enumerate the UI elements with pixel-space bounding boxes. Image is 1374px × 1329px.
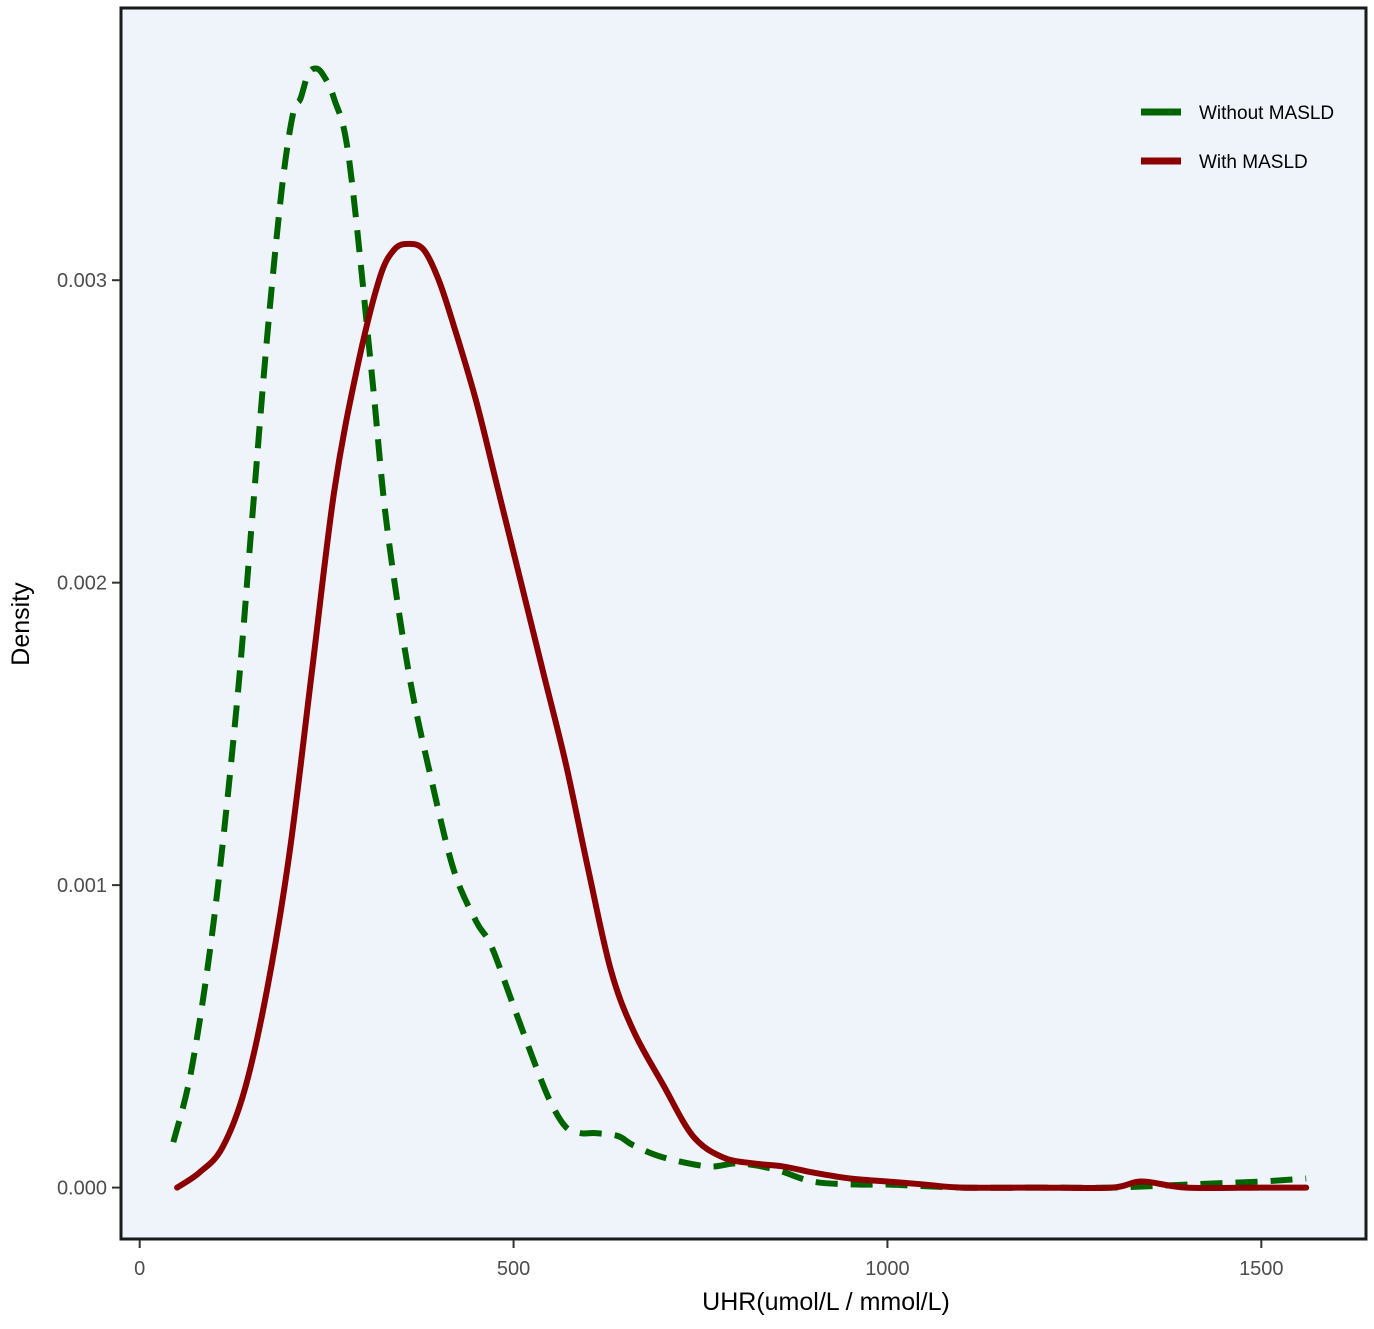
y-tick-label: 0.002: [57, 573, 107, 595]
x-tick-label: 500: [497, 1258, 530, 1280]
legend: Without MASLD With MASLD: [1141, 103, 1334, 173]
tick-labels: 0 500 1000 1500 0.000 0.001 0.002 0.003: [57, 270, 1284, 1280]
tick-marks: [112, 279, 1263, 1248]
x-axis-title: UHR(umol/L / mmol/L): [702, 1288, 950, 1316]
y-tick-label: 0.001: [57, 875, 107, 897]
series-line-without-masld: [170, 65, 1307, 1191]
plot-panel: [119, 6, 1368, 1241]
legend-label: With MASLD: [1199, 152, 1308, 173]
series-layer: [170, 65, 1310, 1192]
x-tick-label: 1500: [1239, 1258, 1284, 1280]
y-tick-label: 0.003: [57, 270, 107, 292]
y-axis-title: Density: [7, 582, 35, 666]
x-tick-label: 1000: [865, 1258, 910, 1280]
series-line-with-masld: [174, 240, 1310, 1192]
x-tick-label: 0: [134, 1258, 145, 1280]
y-tick-label: 0.000: [57, 1178, 107, 1200]
legend-label: Without MASLD: [1199, 103, 1334, 124]
